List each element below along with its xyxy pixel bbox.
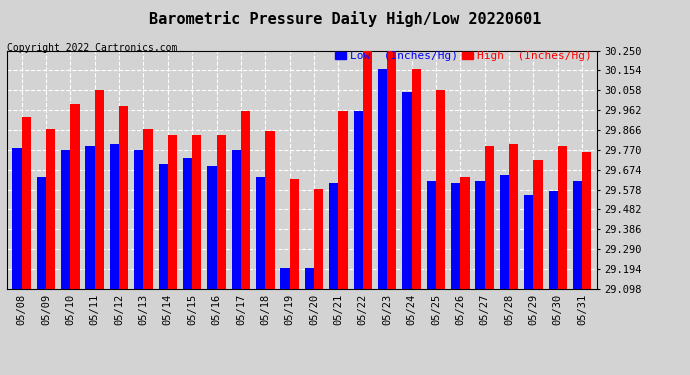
Bar [46,129,55,289]
Bar [533,160,543,289]
Bar [134,150,144,289]
Bar [241,111,250,289]
Bar [21,117,31,289]
Bar [159,164,168,289]
Bar [95,90,104,289]
Bar [338,111,348,289]
Bar [144,129,152,289]
Bar [12,148,21,289]
Bar [582,152,591,289]
Bar [387,51,397,289]
Bar [353,111,363,289]
Bar [436,90,445,289]
Bar [266,131,275,289]
Bar [475,181,484,289]
Bar [61,150,70,289]
Bar [256,177,266,289]
Bar [460,177,470,289]
Bar [110,144,119,289]
Bar [193,135,201,289]
Bar [484,146,494,289]
Text: Barometric Pressure Daily High/Low 20220601: Barometric Pressure Daily High/Low 20220… [149,11,541,27]
Bar [305,268,314,289]
Bar [207,166,217,289]
Bar [70,104,79,289]
Bar [329,183,338,289]
Bar [451,183,460,289]
Bar [411,69,421,289]
Bar [232,150,241,289]
Bar [217,135,226,289]
Bar [363,51,372,289]
Bar [509,144,518,289]
Bar [378,69,387,289]
Bar [500,175,509,289]
Bar [280,268,290,289]
Bar [558,146,567,289]
Bar [168,135,177,289]
Bar [524,195,533,289]
Bar [290,179,299,289]
Legend: Low  (Inches/Hg), High  (Inches/Hg): Low (Inches/Hg), High (Inches/Hg) [335,51,591,62]
Bar [549,191,558,289]
Bar [402,92,411,289]
Text: Copyright 2022 Cartronics.com: Copyright 2022 Cartronics.com [7,43,177,53]
Bar [37,177,46,289]
Bar [119,106,128,289]
Bar [426,181,436,289]
Bar [86,146,95,289]
Bar [183,158,193,289]
Bar [573,181,582,289]
Bar [314,189,324,289]
